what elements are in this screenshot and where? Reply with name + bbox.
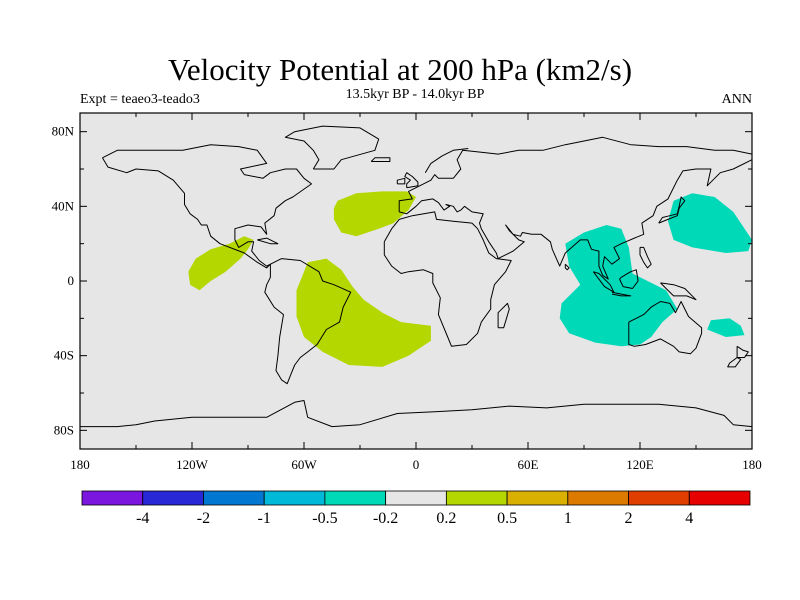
coastlines — [80, 125, 753, 428]
colorbar-swatch — [628, 490, 690, 506]
region-northwest-pacific-negative — [668, 193, 752, 253]
lat-tick-label: 0 — [68, 273, 75, 288]
colorbar-swatch — [385, 490, 447, 506]
map-background — [80, 113, 752, 449]
colorbar-label: 4 — [685, 510, 693, 527]
lat-tick-label: 40N — [52, 198, 75, 213]
colorbar-swatch — [203, 490, 265, 506]
coastline-segment — [264, 258, 352, 385]
lon-tick-label: 60W — [291, 457, 317, 472]
colorbar-label: 1 — [564, 510, 572, 527]
coastline-segment — [592, 271, 615, 293]
colorbar-swatch — [445, 490, 508, 506]
coastline-segment — [564, 263, 570, 271]
map-subtitle: 13.5kyr BP - 14.0kyr BP — [345, 87, 485, 102]
colorbar-swatch — [567, 490, 629, 506]
colorbar-label: 0.2 — [436, 510, 456, 527]
coastline-segment — [660, 282, 697, 301]
colorbar-swatch — [81, 490, 144, 506]
lon-tick-label: 60E — [518, 457, 539, 472]
region-south-america-atlantic-positive — [296, 258, 431, 367]
experiment-label: Expt = teaeo3-teado3 — [80, 92, 200, 107]
colorbar-swatch — [324, 490, 387, 506]
coastline-segment — [80, 400, 753, 428]
coastline-segment — [284, 125, 380, 170]
map-title: Velocity Potential at 200 hPa (km2/s) — [167, 52, 633, 87]
lon-tick-label: 0 — [413, 457, 420, 472]
coastline-segment — [619, 269, 639, 289]
region-indian-ocean-maritime-negative — [559, 225, 678, 347]
coastline-segment — [497, 302, 510, 329]
coastline-segment — [370, 157, 391, 162]
lon-tick-label: 180 — [70, 457, 90, 472]
colorbar-swatch — [688, 490, 751, 506]
colorbar-label: -2 — [197, 510, 210, 527]
colorbar-label: 0.5 — [497, 510, 517, 527]
colorbar: -4 -2 -1 -0.5 -0.2 0.2 0.5 1 2 4 — [81, 490, 751, 527]
colorbar-label: -0.2 — [373, 510, 398, 527]
coastline-segment — [727, 357, 742, 368]
lon-tick-label: 120W — [176, 457, 209, 472]
region-north-atlantic-positive — [333, 191, 416, 237]
lon-tick-label: 180 — [742, 457, 762, 472]
colorbar-label: -4 — [136, 510, 149, 527]
colorbar-swatch — [506, 490, 569, 506]
map-plot-area: 80N 40N 0 40S 80S 180 120W 60W 0 60E 120E 180 — [52, 112, 762, 472]
region-south-pacific-negative — [707, 318, 745, 337]
colorbar-label: 2 — [625, 510, 633, 527]
colorbar-swatch — [142, 490, 204, 506]
coastline-segment — [404, 172, 419, 189]
coastline-segment — [736, 345, 749, 358]
colorbar-label: -1 — [258, 510, 271, 527]
coastline-segment — [101, 144, 312, 269]
region-central-america-positive — [188, 236, 254, 291]
lat-tick-label: 80S — [54, 422, 74, 437]
coastline-segment — [383, 211, 512, 347]
coastline-segment — [424, 148, 469, 173]
coastline-segment — [398, 136, 753, 280]
coastline-segment — [611, 291, 632, 297]
colorbar-swatch — [263, 490, 326, 506]
colorbar-label: -0.5 — [312, 510, 337, 527]
coastline-segment — [257, 237, 279, 245]
coastline-segment — [639, 246, 652, 269]
coastline-segment — [628, 301, 703, 355]
lat-tick-label: 40S — [54, 348, 74, 363]
lon-tick-label: 120E — [626, 457, 654, 472]
season-label: ANN — [721, 92, 752, 107]
coastline-segment — [396, 177, 406, 185]
lat-tick-label: 80N — [52, 124, 75, 139]
coastline-segment — [658, 196, 686, 224]
